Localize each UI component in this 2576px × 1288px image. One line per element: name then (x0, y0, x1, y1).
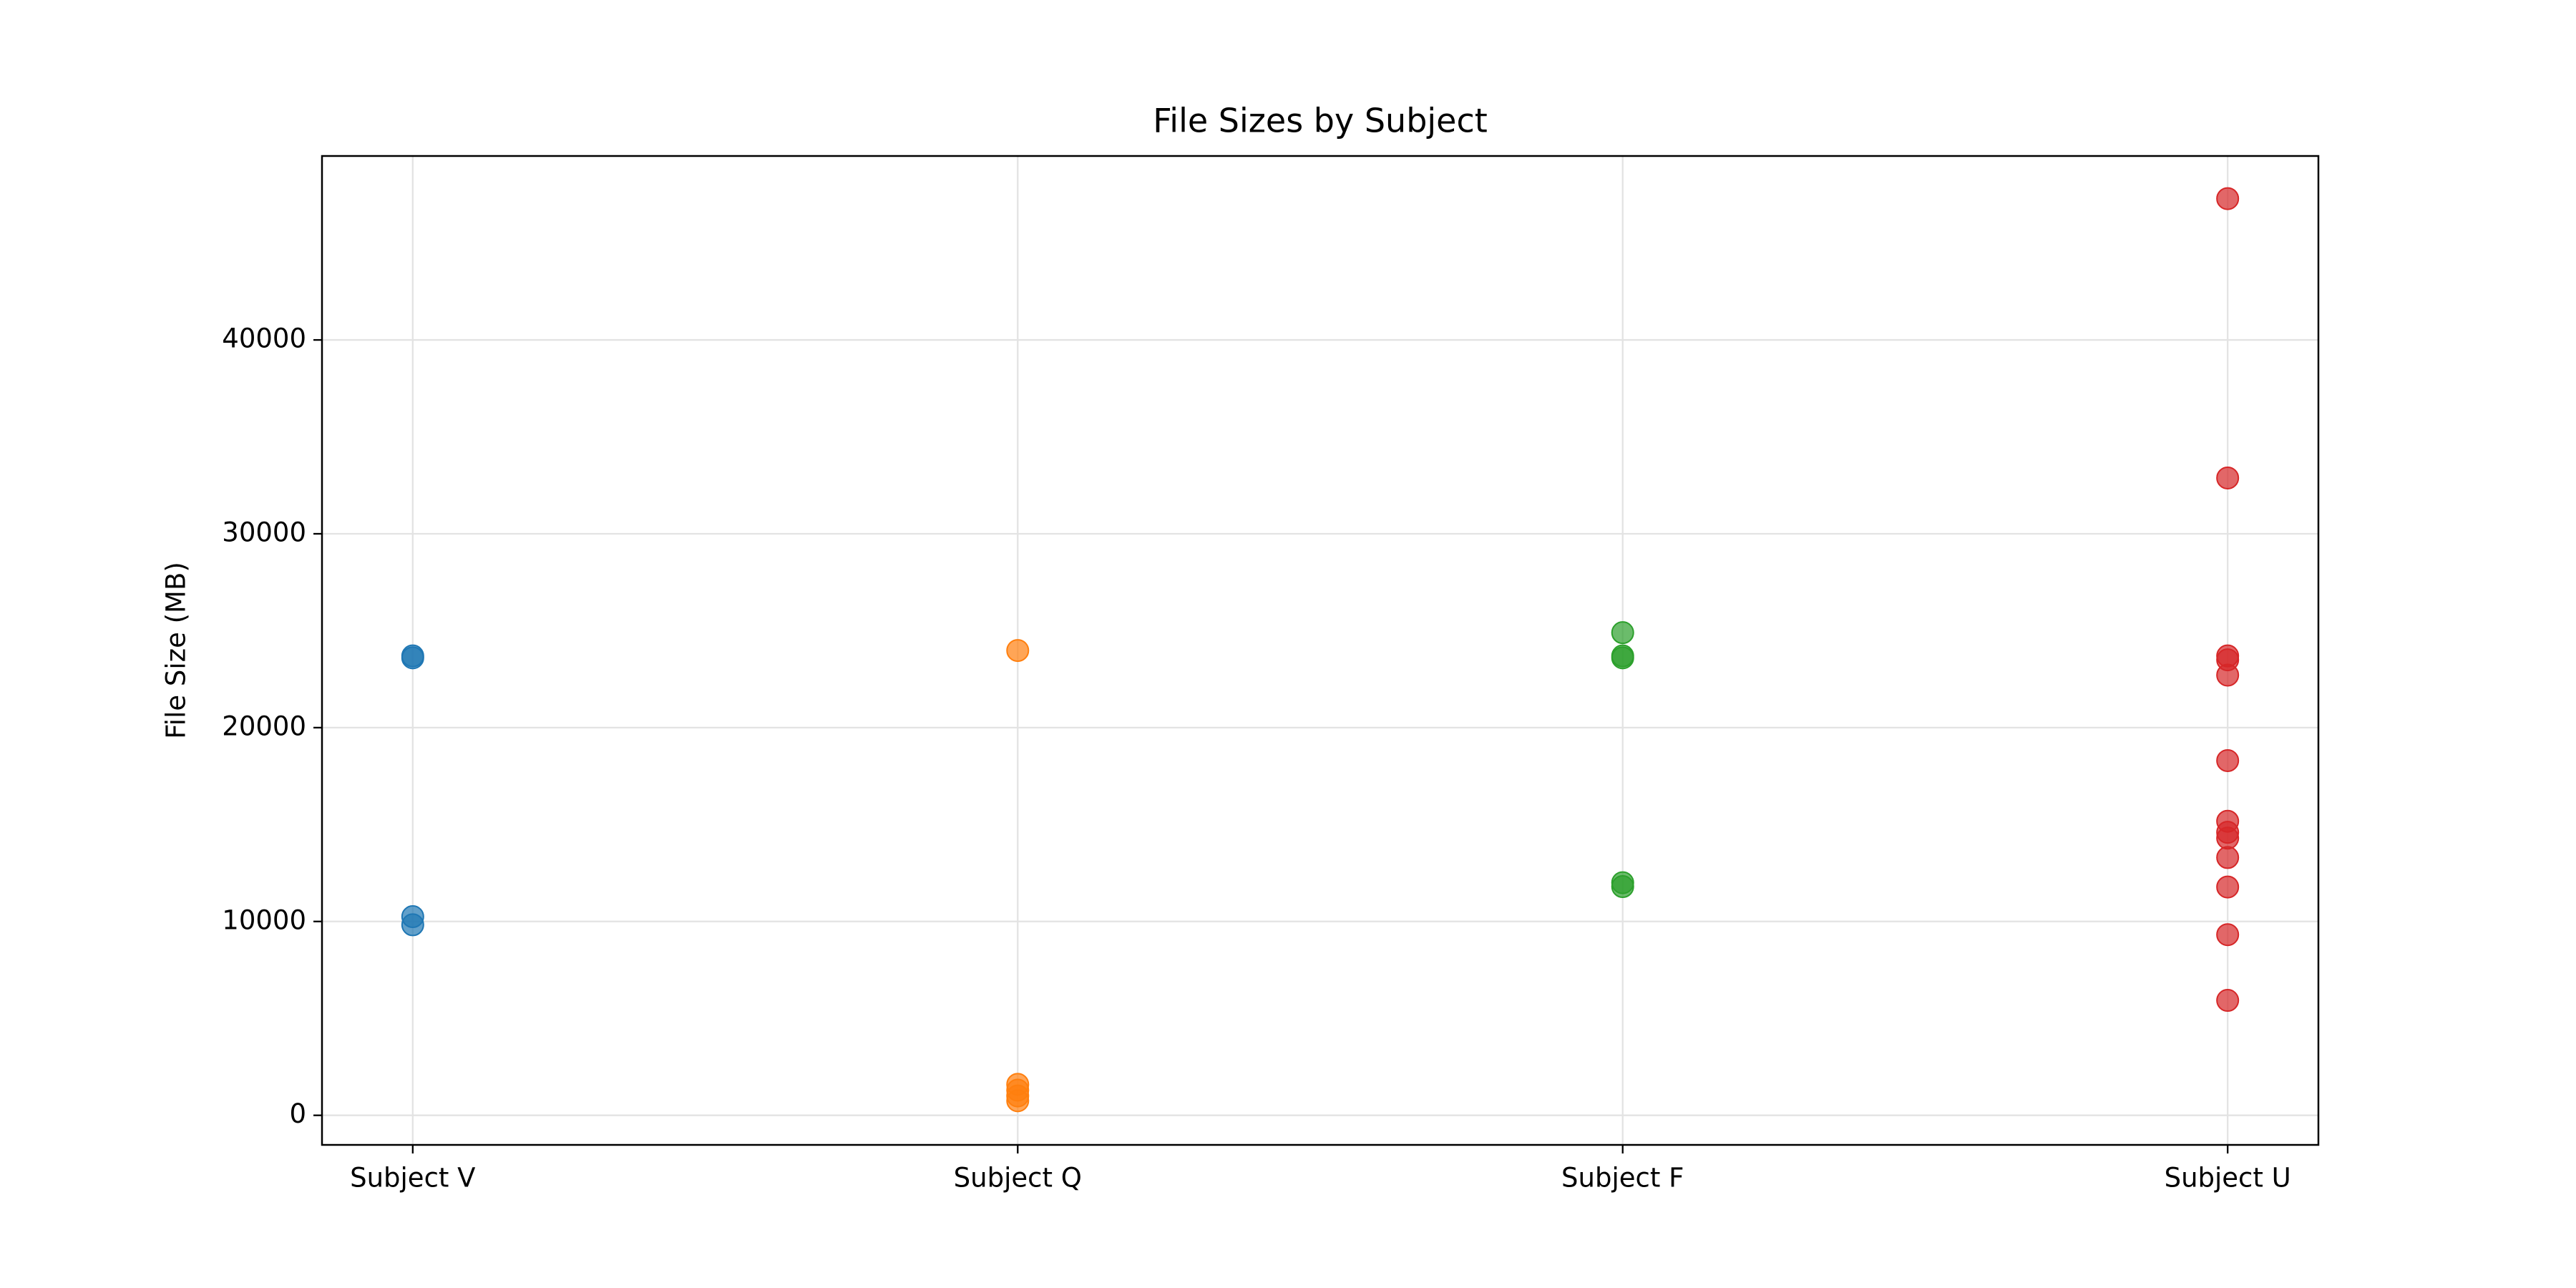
x-tick-label: Subject F (1561, 1163, 1684, 1194)
x-tick-label: Subject U (2165, 1163, 2291, 1194)
point (1006, 1089, 1030, 1113)
point (2216, 187, 2240, 210)
point (401, 644, 424, 668)
y-tick-label: 20000 (222, 711, 306, 741)
point (401, 913, 424, 937)
y-axis-label: File Size (MB) (161, 562, 192, 739)
point (2216, 923, 2240, 947)
point (2216, 748, 2240, 772)
point (2216, 989, 2240, 1013)
point (2216, 846, 2240, 869)
point (2216, 826, 2240, 850)
x-tick-label: Subject Q (954, 1163, 1082, 1194)
y-tick-label: 0 (289, 1098, 306, 1129)
y-tick-label: 30000 (222, 517, 306, 547)
point (2216, 466, 2240, 489)
y-tick-label: 40000 (222, 323, 306, 354)
point (1611, 621, 1634, 645)
point (1611, 875, 1634, 899)
point (2216, 663, 2240, 687)
marks (401, 187, 2240, 1113)
point (2216, 875, 2240, 899)
plot-frame (321, 155, 2320, 1146)
chart-title: File Sizes by Subject (1153, 102, 1488, 140)
point (1006, 639, 1030, 663)
x-tick-label: Subject V (350, 1163, 475, 1194)
point (1611, 644, 1634, 668)
y-tick-label: 10000 (222, 904, 306, 935)
